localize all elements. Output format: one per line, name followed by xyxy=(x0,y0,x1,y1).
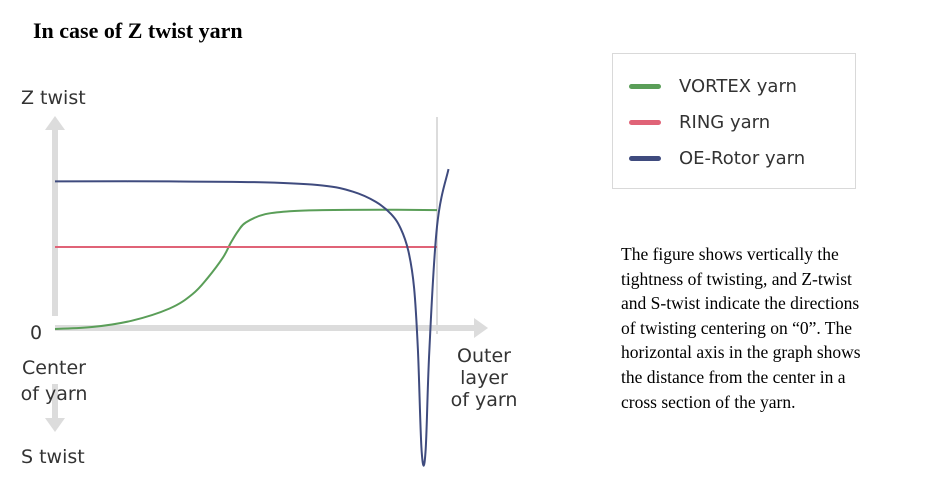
description-text: The figure shows vertically the tightnes… xyxy=(621,244,861,412)
x-start-label-line-1: Center xyxy=(22,357,86,379)
y-bottom-label: S twist xyxy=(21,446,85,468)
legend-label-vortex: VORTEX yarn xyxy=(679,75,797,97)
legend-swatch-oe-rotor xyxy=(629,155,661,161)
chart-legend: VORTEX yarn RING yarn OE-Rotor yarn xyxy=(612,53,856,189)
x-axis-shaft xyxy=(55,325,474,331)
series-layer xyxy=(54,168,450,467)
series-oe-rotor-line xyxy=(54,168,450,467)
y-axis-down-shaft xyxy=(52,384,58,418)
series-vortex-line xyxy=(54,208,438,330)
y-top-label: Z twist xyxy=(21,87,86,109)
legend-item-vortex: VORTEX yarn xyxy=(629,74,797,98)
y-zero-label: 0 xyxy=(30,322,42,344)
y-axis-down-arrow xyxy=(45,418,65,432)
x-end-label-line-2: layer xyxy=(460,367,508,389)
x-end-label-line-1: Outer xyxy=(457,345,511,367)
y-axis-up-shaft xyxy=(52,130,58,316)
legend-item-oe-rotor: OE-Rotor yarn xyxy=(629,146,805,170)
x-start-label-line-2: of yarn xyxy=(21,383,88,405)
legend-swatch-vortex xyxy=(629,83,661,89)
page-heading: In case of Z twist yarn xyxy=(33,18,243,43)
x-end-label-line-3: of yarn xyxy=(451,389,518,411)
legend-label-ring: RING yarn xyxy=(679,111,771,133)
legend-label-oe-rotor: OE-Rotor yarn xyxy=(679,147,806,169)
legend-item-ring: RING yarn xyxy=(629,110,770,134)
x-axis-arrow xyxy=(474,318,488,338)
legend-swatch-ring xyxy=(629,119,661,125)
y-axis-up-arrow xyxy=(45,116,65,130)
